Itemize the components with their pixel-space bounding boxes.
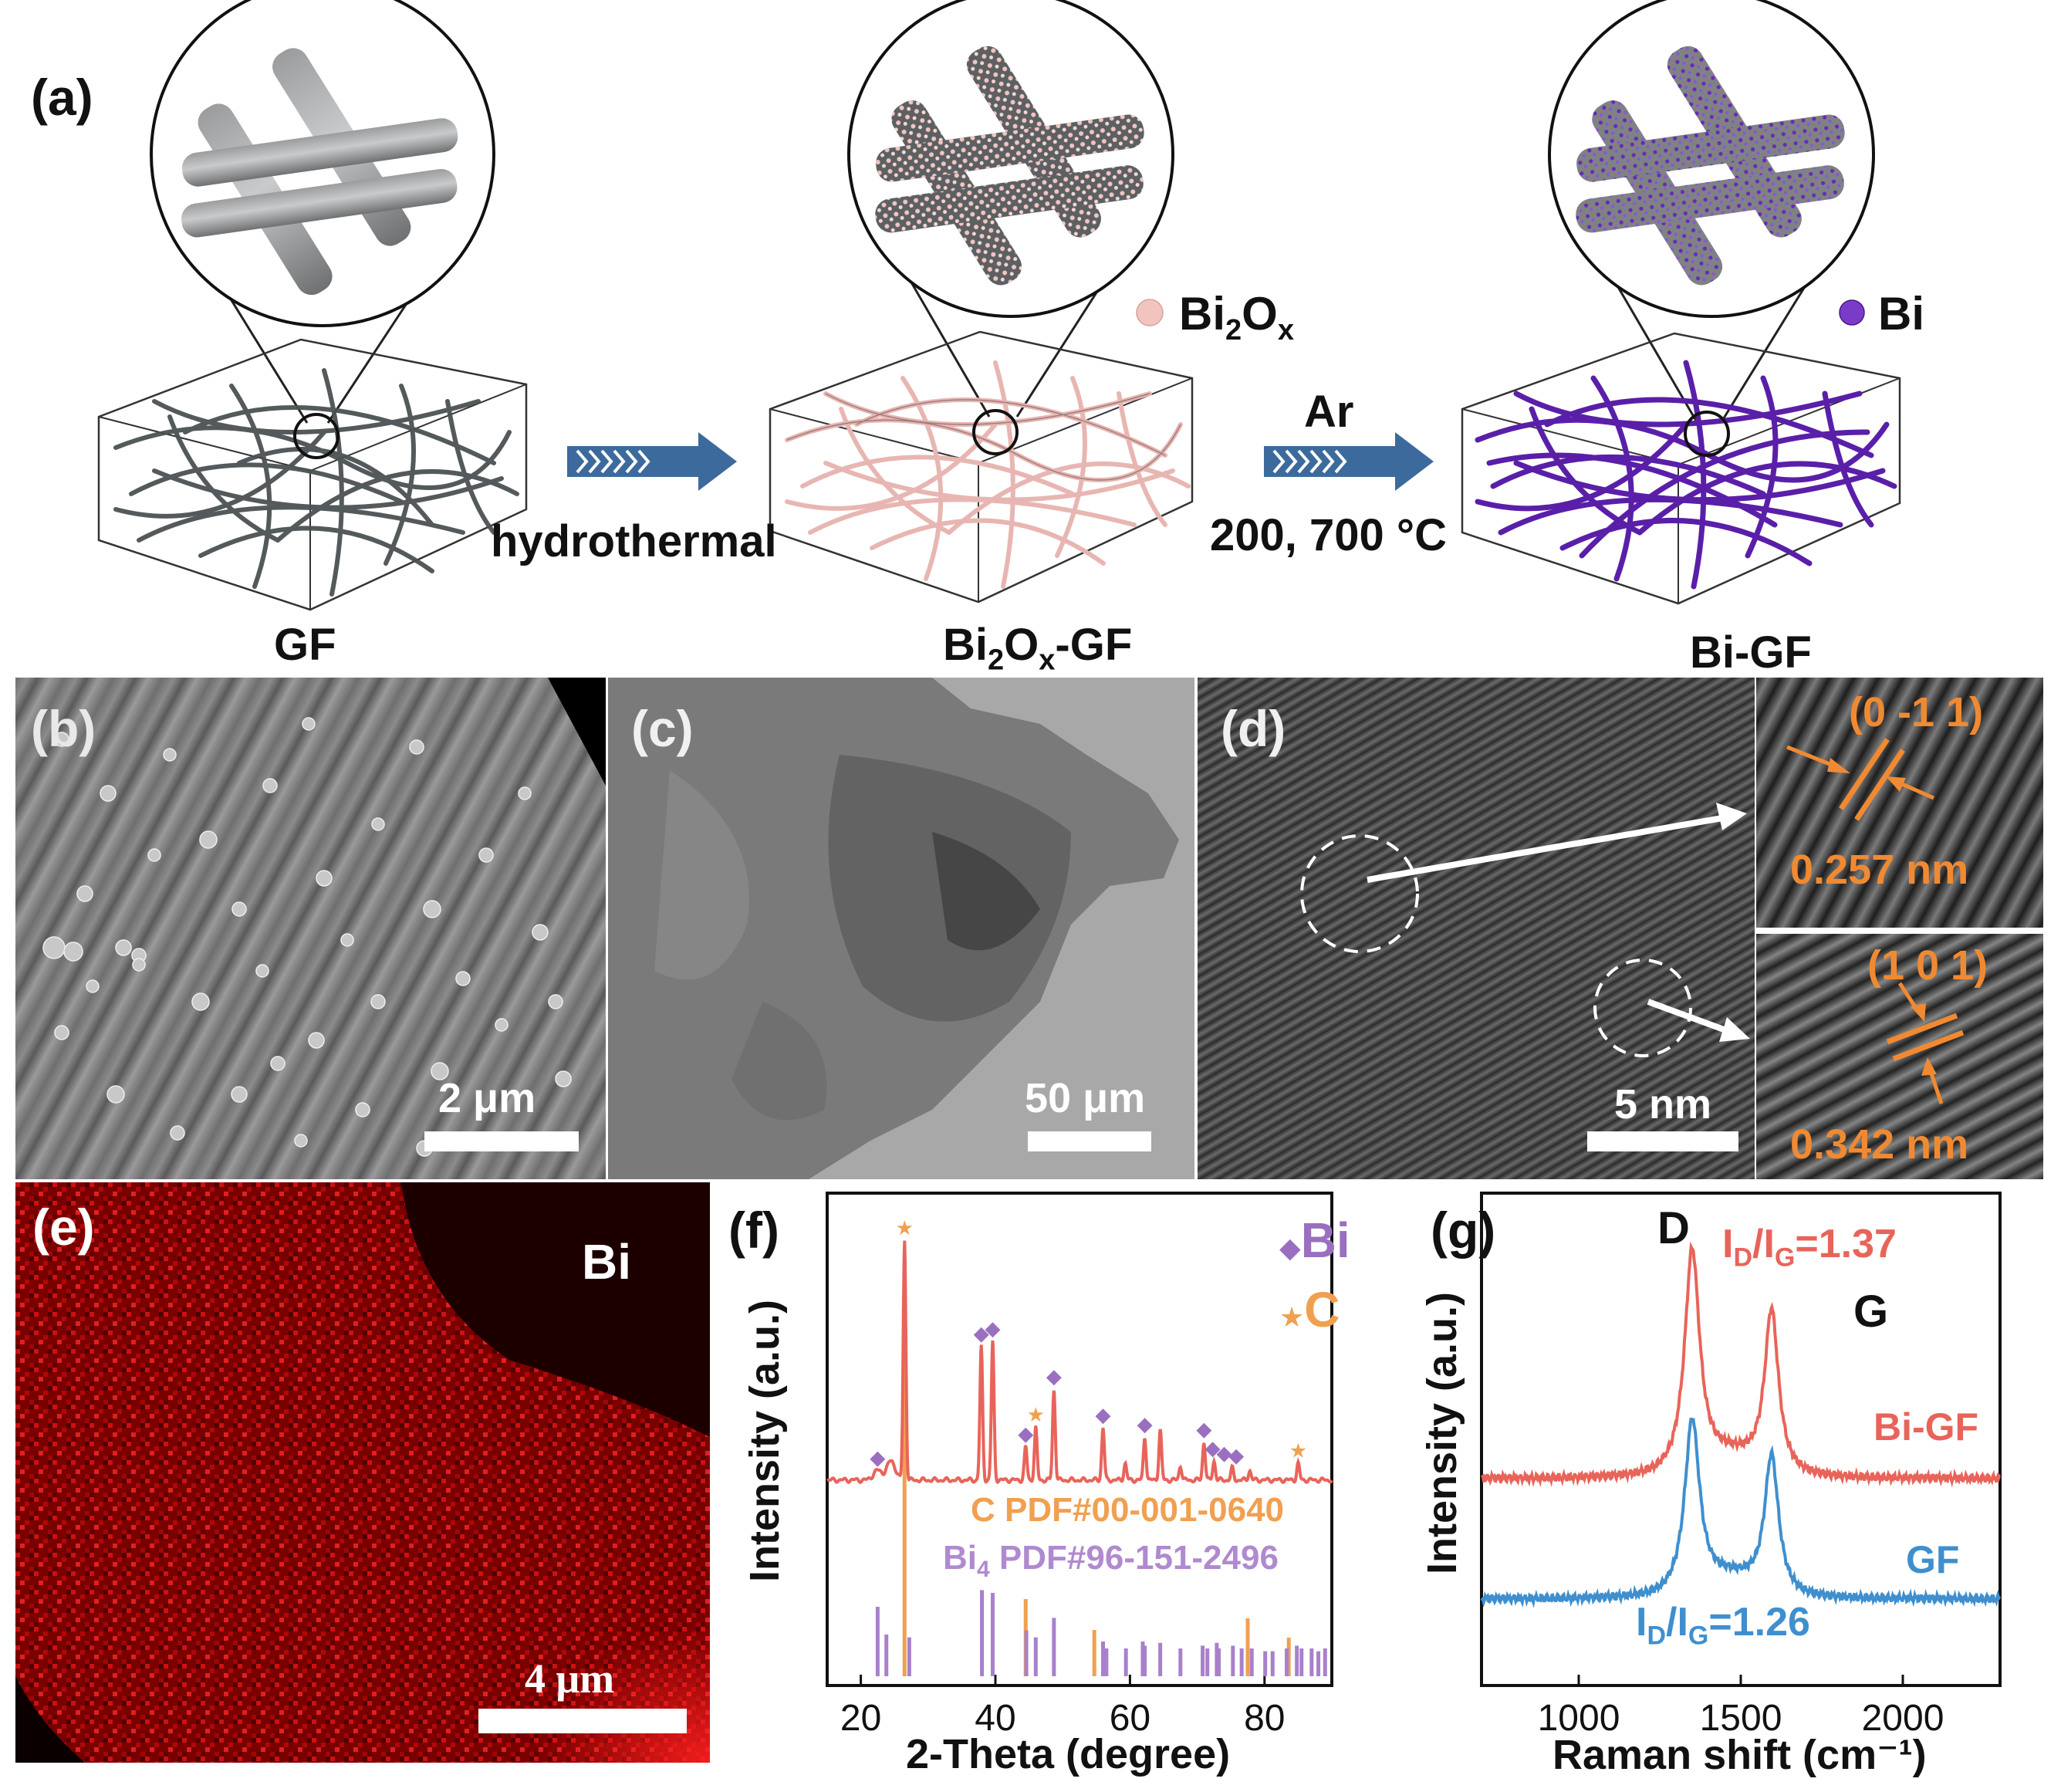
xrd-legend-bi: ◆Bi [1279, 1212, 1350, 1268]
xrd-bi-marker: ◆ [1228, 1444, 1244, 1467]
inset-2-spacing-label: 0.342 nm [1790, 1121, 1969, 1168]
panel-c-scale-bar [1028, 1131, 1151, 1151]
bi-legend-ball [1839, 299, 1865, 326]
gf-felt-box [97, 338, 528, 611]
xrd-c-marker: ★ [1289, 1439, 1307, 1462]
raman-x-tick-label: 2000 [1862, 1698, 1944, 1739]
schematic-illustration [97, 0, 1901, 611]
step1-label: hydrothermal [491, 516, 777, 566]
xrd-x-tick-label: 20 [840, 1698, 881, 1739]
step2-temp-label: 200, 700 °C [1210, 510, 1447, 560]
raman-xlabel: Raman shift (cm⁻¹) [1553, 1732, 1927, 1778]
hrtem-inset-2: (1 0 1) 0.342 nm [1756, 934, 2043, 1179]
panel-e-scale-text: 4 μm [525, 1655, 615, 1702]
gf-zoom-circle [150, 0, 495, 424]
xrd-bi-marker: ◆ [985, 1317, 1001, 1340]
xrd-bi-marker: ◆ [870, 1446, 885, 1469]
tem-image: (c) 50 μm [608, 678, 1194, 1179]
bi2ox-felt-box [769, 330, 1194, 604]
panel-d-label: (d) [1221, 700, 1286, 757]
panel-e-scale-bar [478, 1709, 687, 1733]
xrd-bi-marker: ◆ [1205, 1436, 1221, 1459]
panel-f-label: (f) [728, 1202, 779, 1259]
raman-peak-d-label: D [1657, 1203, 1690, 1253]
xrd-legend-c: ★C [1279, 1282, 1340, 1337]
xrd-bi-marker: ◆ [1216, 1441, 1232, 1464]
xrd-ref-c-label: C PDF#00-001-0640 [971, 1491, 1285, 1529]
stage-bi-gf-label: Bi-GF [1690, 627, 1812, 678]
xrd-x-tick-label: 40 [975, 1698, 1015, 1739]
process-arrow-1 [567, 432, 737, 491]
eds-map-image: (e) Bi 4 μm [15, 1182, 710, 1763]
xrd-c-marker: ★ [1027, 1403, 1045, 1426]
xrd-curve-bi-gf [826, 1240, 1333, 1485]
raman-x-tick-label: 1000 [1538, 1698, 1620, 1739]
xrd-ylabel: Intensity (a.u.) [742, 1299, 788, 1582]
legend-bi-label: Bi [1878, 288, 1924, 340]
xrd-plot-frame [826, 1192, 1333, 1687]
xrd-bi-marker: ◆ [1196, 1417, 1211, 1440]
bi-zoom-circle [1548, 0, 1875, 421]
raman-series-label-bi-gf: Bi-GF [1873, 1405, 1979, 1449]
hrtem-inset-1: (0 -1 1) 0.257 nm [1756, 678, 2043, 928]
xrd-chart: 20 40 60 80 ◆★◆◆◆★◆◆ ◆ ◆◆◆◆ ★ [826, 1192, 1333, 1739]
stage-bi2ox-gf-label: Bi2Ox-GF [943, 620, 1133, 677]
raman-peak-g-label: G [1853, 1287, 1889, 1337]
raman-x-tick-label: 1500 [1700, 1698, 1782, 1739]
step2-gas-label: Ar [1304, 387, 1354, 437]
raman-ratio-bi-gf: ID/IG=1.37 [1722, 1222, 1897, 1273]
legend-bi2ox-label: Bi2Ox [1179, 288, 1294, 347]
raman-ylabel: Intensity (a.u.) [1419, 1291, 1465, 1574]
xrd-x-tick-label: 60 [1110, 1698, 1150, 1739]
raman-curve-gf [1480, 1417, 2002, 1608]
panel-c-label: (c) [631, 700, 694, 757]
xrd-bi-marker: ◆ [1046, 1364, 1062, 1388]
process-arrow-2 [1264, 432, 1434, 491]
panel-e-label: (e) [32, 1199, 95, 1256]
raman-series-label-gf: GF [1906, 1538, 1960, 1581]
panel-g-label: (g) [1431, 1202, 1496, 1259]
xrd-bi-marker: ◆ [1096, 1403, 1111, 1426]
raman-chart: 1000 1500 2000 [1480, 1192, 2002, 1739]
sem-image: (b) 2 μm [15, 678, 606, 1179]
bi-felt-box [1461, 332, 1901, 605]
panel-e-element-label: Bi [582, 1234, 631, 1290]
xrd-x-tick-label: 80 [1244, 1698, 1285, 1739]
xrd-xlabel: 2-Theta (degree) [906, 1731, 1231, 1777]
raman-ratio-gf: ID/IG=1.26 [1636, 1600, 1810, 1651]
xrd-bi-marker: ◆ [1018, 1422, 1033, 1445]
bi2ox-zoom-circle [847, 0, 1174, 418]
xrd-bi-marker: ◆ [1137, 1412, 1153, 1435]
bi2ox-legend-ball [1136, 299, 1164, 326]
panel-c-scale-text: 50 μm [1025, 1075, 1146, 1121]
panel-b-scale-text: 2 μm [438, 1075, 536, 1121]
raman-curve-bi-gf [1480, 1241, 2001, 1488]
xrd-ref-bi-label: Bi4 PDF#96-151-2496 [943, 1539, 1279, 1582]
panel-b-scale-bar [424, 1131, 579, 1151]
panel-d-scale-bar [1587, 1131, 1738, 1151]
inset-2-plane-label: (1 0 1) [1867, 942, 1988, 989]
stage-gf-label: GF [274, 620, 336, 670]
inset-1-spacing-label: 0.257 nm [1790, 847, 1969, 893]
panel-d-scale-text: 5 nm [1614, 1081, 1712, 1128]
xrd-c-marker: ★ [896, 1216, 914, 1239]
panel-a-label: (a) [31, 69, 93, 126]
panel-b-label: (b) [31, 700, 96, 757]
inset-1-plane-label: (0 -1 1) [1849, 689, 1984, 735]
xrd-bi-marker: ◆ [974, 1321, 989, 1344]
hrtem-image: (d) 5 nm [1198, 678, 1755, 1179]
